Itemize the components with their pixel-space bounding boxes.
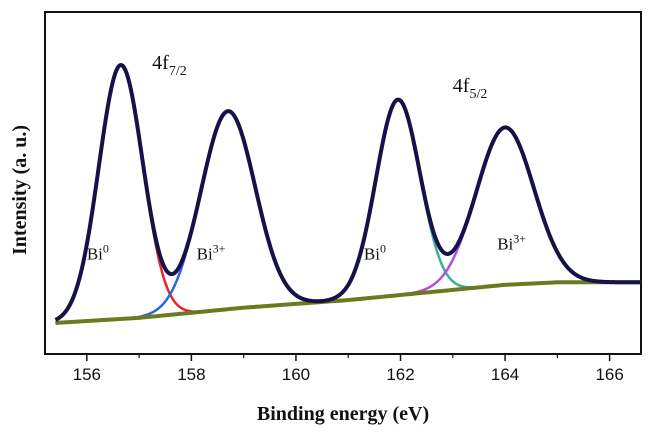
x-tick-label: 158	[177, 365, 205, 384]
peak-label: Bi3+	[197, 241, 226, 263]
x-tick-label: 162	[386, 365, 414, 384]
plot-frame	[44, 11, 642, 355]
curves	[54, 62, 642, 325]
x-tick-label: 166	[595, 365, 623, 384]
peak-label: 4f5/2	[453, 75, 488, 102]
x-axis: 156 158 160 162 164 166	[73, 354, 624, 384]
peak-label: Bi0	[364, 241, 386, 263]
x-tick-label: 160	[282, 365, 310, 384]
x-axis-title: Binding energy (eV)	[257, 403, 429, 425]
peak-label: 4f7/2	[152, 52, 187, 79]
envelope-line	[54, 62, 642, 322]
background-line	[55, 280, 641, 325]
component-peak-3	[55, 98, 641, 325]
peak-label: Bi3+	[497, 231, 526, 253]
y-axis-title: Intensity (a. u.)	[9, 125, 31, 255]
x-tick-label: 156	[73, 365, 101, 384]
x-tick-label: 164	[491, 365, 519, 384]
component-peak-2	[55, 109, 641, 325]
peak-label: Bi0	[87, 241, 109, 263]
